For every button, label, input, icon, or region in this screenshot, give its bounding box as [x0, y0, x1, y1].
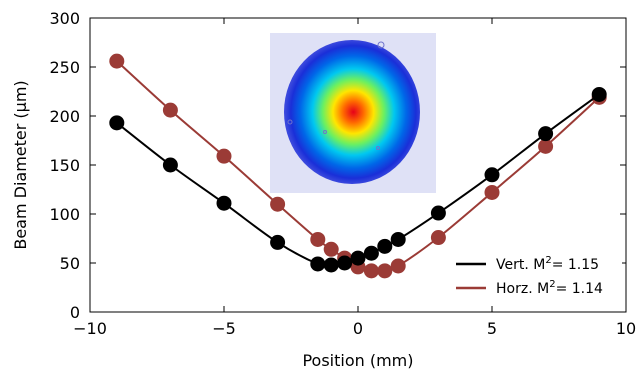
data-point — [310, 231, 326, 247]
data-point — [538, 126, 554, 142]
data-point — [109, 115, 125, 131]
x-tick-label: 5 — [487, 319, 497, 338]
series-layer — [109, 53, 607, 279]
data-point — [310, 256, 326, 272]
beam-spot — [284, 40, 420, 184]
data-point — [109, 53, 125, 69]
y-tick-label: 200 — [49, 107, 80, 126]
legend-label: Vert. M2= 1.15 — [496, 255, 599, 273]
beam-profile-inset — [270, 33, 436, 193]
legend: Vert. M2= 1.15 Horz. M2= 1.14 — [446, 246, 622, 304]
data-point — [270, 234, 286, 250]
x-axis-label: Position (mm) — [302, 351, 413, 370]
data-point — [377, 263, 393, 279]
y-tick-label: 250 — [49, 58, 80, 77]
data-point — [363, 245, 379, 261]
legend-label: Horz. M2= 1.14 — [496, 279, 603, 297]
data-point — [323, 241, 339, 257]
dust-speck — [376, 146, 380, 150]
y-axis-label: Beam Diameter (µm) — [11, 80, 30, 249]
dust-speck — [287, 119, 293, 125]
y-tick-label: 300 — [49, 9, 80, 28]
data-point — [390, 231, 406, 247]
data-point — [216, 148, 232, 164]
data-point — [538, 138, 554, 154]
data-point — [270, 196, 286, 212]
y-tick-label: 150 — [49, 156, 80, 175]
data-point — [591, 86, 607, 102]
dust-speck — [377, 41, 385, 49]
data-point — [390, 258, 406, 274]
data-point — [337, 255, 353, 271]
data-point — [216, 195, 232, 211]
data-point — [162, 157, 178, 173]
y-tick-label: 50 — [60, 254, 80, 273]
data-point — [350, 250, 366, 266]
data-point — [162, 102, 178, 118]
x-tick-label: −5 — [212, 319, 236, 338]
y-tick-label: 100 — [49, 205, 80, 224]
data-point — [430, 230, 446, 246]
data-point — [363, 263, 379, 279]
x-tick-label: 0 — [353, 319, 363, 338]
x-tick-label: −10 — [73, 319, 107, 338]
data-point — [323, 257, 339, 273]
data-point — [484, 167, 500, 183]
dust-speck — [323, 130, 327, 134]
data-point — [377, 238, 393, 254]
series-vert — [109, 86, 607, 273]
y-tick-label: 0 — [70, 303, 80, 322]
legend-background — [446, 246, 622, 304]
x-tick-label: 10 — [616, 319, 636, 338]
data-point — [484, 184, 500, 200]
data-point — [430, 205, 446, 221]
